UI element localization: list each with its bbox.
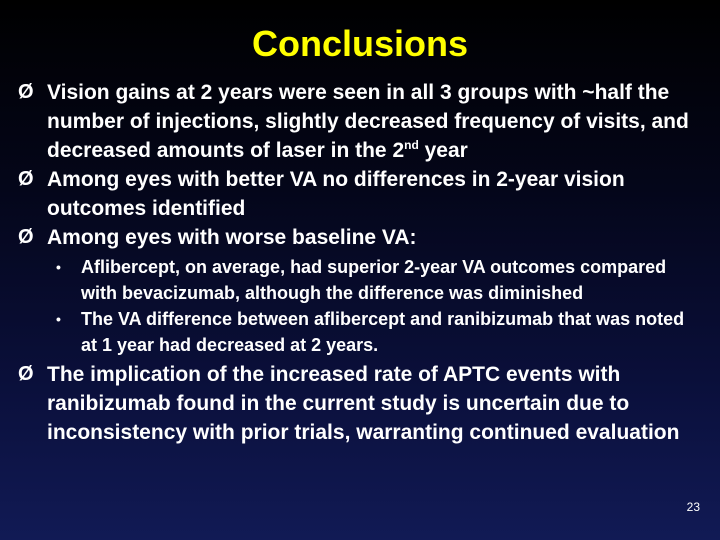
bullet-text: The implication of the increased rate of… (47, 363, 680, 444)
bullet-aptc-events: Ø The implication of the increased rate … (18, 360, 698, 447)
page-number: 23 (686, 500, 700, 514)
bullet-better-va: Ø Among eyes with better VA no differenc… (18, 165, 698, 223)
dot-bullet-icon: • (56, 311, 61, 327)
sub-bullet-text: The VA difference between aflibercept an… (81, 309, 685, 355)
bullet-text-end: year (418, 139, 468, 162)
bullet-superscript: nd (404, 138, 419, 152)
arrow-bullet-icon: Ø (18, 168, 34, 190)
bullet-text: Among eyes with better VA no differences… (47, 168, 625, 220)
bullet-worse-va: Ø Among eyes with worse baseline VA: (18, 223, 698, 252)
bullet-text: Among eyes with worse baseline VA: (47, 226, 417, 249)
sub-bullet-aflibercept-ranibizumab: • The VA difference between aflibercept … (56, 306, 698, 358)
sub-bullet-text: Aflibercept, on average, had superior 2-… (81, 257, 667, 303)
arrow-bullet-icon: Ø (18, 81, 34, 103)
sub-bullet-aflibercept-bevacizumab: • Aflibercept, on average, had superior … (56, 254, 698, 306)
arrow-bullet-icon: Ø (18, 363, 34, 385)
sub-bullet-list: • Aflibercept, on average, had superior … (18, 254, 698, 358)
slide-title: Conclusions (251, 23, 469, 64)
arrow-bullet-icon: Ø (18, 226, 34, 248)
slide-content: Ø Vision gains at 2 years were seen in a… (18, 78, 698, 447)
bullet-text: Vision gains at 2 years were seen in all… (47, 81, 689, 162)
bullet-vision-gains: Ø Vision gains at 2 years were seen in a… (18, 78, 698, 165)
dot-bullet-icon: • (56, 259, 61, 275)
